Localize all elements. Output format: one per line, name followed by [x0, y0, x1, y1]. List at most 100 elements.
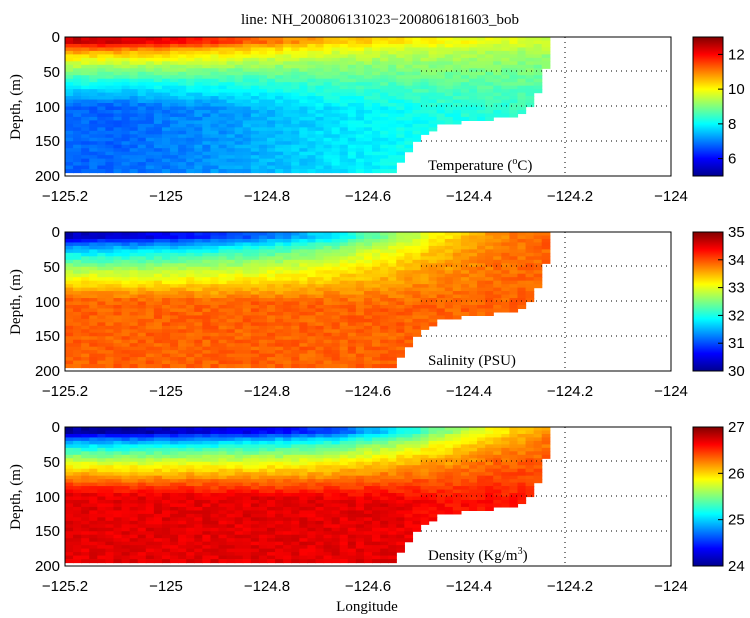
heatmap-cell	[452, 263, 462, 268]
heatmap-cell	[218, 106, 228, 111]
heatmap-cell	[485, 113, 494, 118]
heatmap-cell	[226, 291, 236, 296]
heatmap-cell	[178, 510, 187, 515]
heatmap-cell	[258, 242, 268, 247]
heatmap-cell	[323, 252, 333, 257]
heatmap-cell	[517, 256, 527, 261]
heatmap-cell	[105, 506, 115, 511]
heatmap-cell	[218, 555, 228, 560]
heatmap-cell	[234, 252, 244, 257]
heatmap-cell	[145, 284, 155, 289]
heatmap-cell	[404, 103, 414, 108]
heatmap-cell	[509, 287, 519, 292]
heatmap-cell	[250, 71, 260, 76]
heatmap-cell	[194, 291, 203, 296]
heatmap-cell	[250, 43, 260, 49]
heatmap-cell	[501, 57, 510, 62]
heatmap-cell	[113, 92, 123, 97]
heatmap-cell	[129, 123, 139, 128]
heatmap-cell	[242, 284, 252, 289]
heatmap-cell	[153, 235, 163, 240]
heatmap-cell	[202, 520, 212, 525]
heatmap-cell	[323, 169, 333, 174]
heatmap-cell	[97, 493, 106, 498]
heatmap-cell	[186, 252, 195, 257]
heatmap-cell	[299, 144, 308, 149]
heatmap-cell	[380, 343, 389, 348]
heatmap-cell	[186, 78, 195, 83]
heatmap-cell	[339, 151, 349, 156]
heatmap-cell	[267, 40, 276, 45]
heatmap-cell	[363, 280, 373, 285]
heatmap-cell	[105, 524, 115, 529]
heatmap-cell	[73, 109, 82, 115]
heatmap-cell	[97, 364, 106, 369]
heatmap-cell	[145, 499, 155, 505]
heatmap-cell	[380, 284, 389, 289]
heatmap-cell	[283, 311, 292, 316]
heatmap-cell	[412, 270, 422, 275]
heatmap-cell	[452, 259, 462, 264]
heatmap-cell	[97, 548, 106, 553]
heatmap-cell	[65, 493, 74, 498]
heatmap-cell	[81, 242, 90, 247]
heatmap-cell	[170, 266, 179, 271]
heatmap-cell	[170, 151, 179, 156]
heatmap-cell	[73, 266, 82, 271]
heatmap-cell	[307, 61, 317, 66]
heatmap-cell	[97, 559, 106, 564]
heatmap-cell	[105, 245, 115, 250]
heatmap-cell	[275, 155, 284, 160]
heatmap-cell	[186, 308, 195, 313]
heatmap-cell	[372, 116, 381, 121]
heatmap-cell	[339, 353, 349, 358]
heatmap-cell	[105, 82, 115, 87]
heatmap-cell	[81, 116, 90, 121]
heatmap-cell	[331, 332, 341, 337]
heatmap-cell	[452, 50, 462, 55]
heatmap-cell	[275, 40, 284, 45]
heatmap-cell	[420, 116, 430, 121]
heatmap-cell	[137, 284, 147, 289]
heatmap-cell	[250, 144, 260, 149]
heatmap-cell	[477, 242, 486, 247]
heatmap-cell	[194, 162, 203, 167]
heatmap-cell	[65, 89, 74, 94]
heatmap-cell	[178, 68, 187, 73]
heatmap-cell	[121, 96, 131, 101]
heatmap-cell	[275, 263, 284, 268]
heatmap-cell	[65, 99, 74, 104]
heatmap-cell	[291, 165, 300, 170]
heatmap-cell	[105, 360, 115, 365]
heatmap-cell	[178, 506, 187, 511]
heatmap-cell	[89, 486, 98, 491]
heatmap-cell	[161, 346, 171, 351]
heatmap-cell	[444, 50, 454, 55]
heatmap-cell	[81, 301, 90, 306]
xtick-label: −124.6	[345, 188, 391, 205]
heatmap-cell	[113, 291, 123, 296]
heatmap-cell	[444, 287, 454, 292]
heatmap-cell	[161, 284, 171, 289]
heatmap-cell	[331, 99, 341, 104]
heatmap-cell	[97, 430, 106, 435]
heatmap-cell	[161, 499, 171, 505]
heatmap-cell	[153, 249, 163, 254]
heatmap-cell	[525, 57, 535, 62]
heatmap-cell	[137, 169, 147, 174]
heatmap-cell	[404, 127, 414, 132]
heatmap-cell	[307, 162, 317, 167]
heatmap-cell	[178, 144, 187, 149]
heatmap-cell	[210, 499, 220, 505]
heatmap-cell	[137, 78, 147, 83]
heatmap-cell	[372, 357, 381, 362]
heatmap-cell	[65, 141, 74, 146]
heatmap-cell	[178, 479, 187, 484]
heatmap-cell	[218, 506, 228, 511]
heatmap-cell	[129, 127, 139, 132]
heatmap-cell	[73, 534, 82, 539]
heatmap-cell	[65, 454, 74, 459]
heatmap-cell	[234, 232, 244, 237]
heatmap-cell	[89, 527, 98, 532]
heatmap-cell	[73, 134, 82, 139]
